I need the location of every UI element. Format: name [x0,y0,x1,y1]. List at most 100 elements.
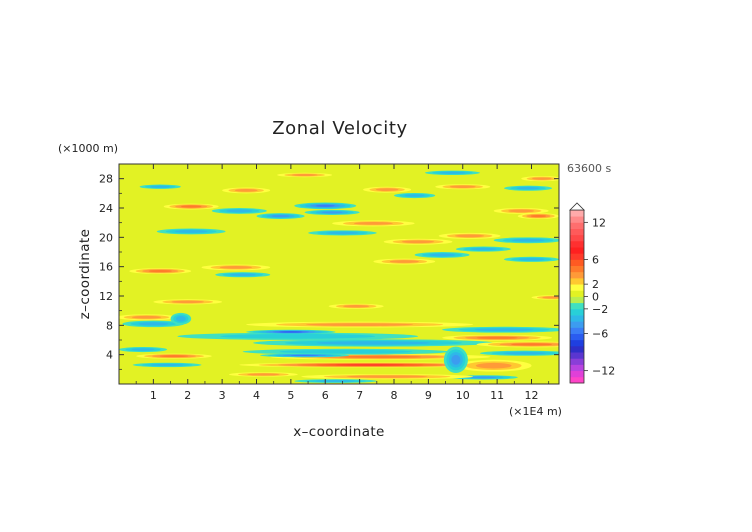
field-cell [323,164,343,170]
field-contour [335,364,405,366]
y-tick-label: 12 [99,290,113,303]
colorbar-segment [570,234,584,242]
field-cell [543,164,559,170]
field-cell [282,228,302,235]
colorbar-segment [570,321,584,328]
field-contour [279,349,413,354]
colorbar-segment [570,327,584,334]
field-cell [378,368,398,375]
field-contour [220,333,376,339]
field-cell [240,198,261,205]
field-cell [350,368,371,375]
colorbar-tick-label: 12 [592,216,606,229]
colorbar-tick-label: 6 [592,253,599,266]
field-contour [353,222,393,225]
colorbar-segment [570,296,584,304]
field-contour [316,380,356,382]
colorbar-segment [570,358,584,365]
colorbar-segment [570,228,584,236]
field-cell [199,273,220,280]
colorbar: 12 6 20−2 −6 −12 [569,202,615,384]
field-contour [219,266,253,269]
colorbar-segment [570,315,584,322]
field-contour [475,362,512,369]
colorbar-segment [570,247,584,254]
x-tick-label: 6 [322,389,329,402]
colorbar-segment [570,302,584,310]
colorbar-tick-label: 2 [592,278,599,291]
field-contour [530,214,547,218]
field-contour [229,273,256,276]
field-cell [350,198,371,205]
x-tick-label: 3 [219,389,226,402]
field-cell [378,233,398,240]
field-cell [543,263,559,270]
field-cell [323,298,343,305]
x-tick-label: 7 [356,389,363,402]
x-tick-label: 12 [525,389,539,402]
colorbar-segment [570,308,584,316]
field-contour [449,185,476,188]
field-cell [392,164,412,170]
y-tick-label: 4 [106,349,113,362]
field-contour [339,355,422,358]
field-cell [474,303,495,310]
y-axis-label: z–coordinate [77,229,93,320]
field-contour [290,354,319,356]
field-cell [543,193,559,200]
colorbar-segment [570,370,584,378]
x-tick-label: 8 [391,389,398,402]
field-contour [470,247,497,251]
field-contour [508,209,535,213]
field-contour [476,336,518,339]
colorbar-segment [570,364,584,372]
x-tick-label: 2 [184,389,191,402]
y-tick-label: 16 [99,261,113,274]
colorbar-segment [570,271,584,279]
field-cell [337,193,357,200]
field-contour [439,171,466,174]
colorbar-segment [570,333,584,341]
field-cell [419,268,440,275]
field-layer [119,164,559,384]
field-cell [474,168,495,175]
field-contour [271,214,290,218]
colorbar-segment [570,259,584,267]
field-cell [309,293,330,300]
field-contour [247,373,280,376]
field-cell [543,228,559,235]
field-contour [150,185,171,188]
field-cell [447,273,467,280]
field-cell [447,378,467,384]
y-tick-label: 8 [106,319,113,332]
field-contour [315,204,335,207]
colorbar-tick-label: −2 [592,303,608,316]
field-contour [343,305,370,308]
field-cell [227,303,247,310]
field-contour [174,230,208,233]
field-contour [291,173,318,177]
field-contour [148,269,172,273]
field-contour [305,323,414,326]
field-cell [185,378,206,384]
field-cell [199,168,220,175]
field-cell [295,368,316,375]
field-cell [172,373,192,380]
colorbar-tick-label: 0 [592,291,599,304]
field-contour [321,211,343,214]
colorbar-tick-label: −6 [592,328,608,341]
y-tick-label: 20 [99,231,113,244]
field-contour [511,238,545,242]
field-cell [337,168,357,175]
field-contour [516,186,540,190]
colorbar-segment [570,290,584,297]
field-contour [542,296,559,299]
field-cell [119,203,137,210]
colorbar-segment [570,265,584,273]
field-contour [375,188,399,192]
field-contour [451,354,461,365]
field-cell [433,298,453,305]
field-cell [268,258,288,265]
plot-frame [118,163,560,385]
field-contour [429,253,456,257]
